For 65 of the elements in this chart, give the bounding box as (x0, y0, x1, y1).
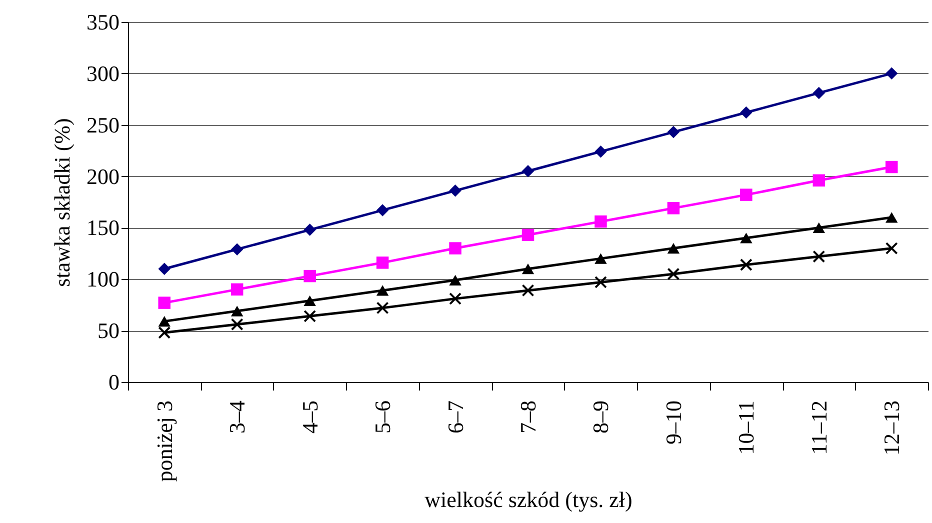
y-tick-label: 150 (86, 215, 120, 240)
y-tick-label: 0 (108, 370, 120, 394)
point (522, 228, 534, 242)
y-tick-label: 100 (86, 266, 120, 292)
point (158, 296, 170, 309)
x-axis-title: wielkość szkód (tys. zł) (424, 486, 632, 512)
point (304, 310, 316, 322)
point (667, 242, 680, 254)
point (449, 242, 462, 254)
point (594, 276, 607, 288)
point (376, 285, 389, 296)
point (812, 86, 826, 100)
x-tick-label: 6–7 (442, 400, 468, 434)
x-tick-label: 5–6 (370, 400, 396, 434)
point (158, 262, 170, 275)
y-axis-title: stawka składki (%) (50, 118, 74, 287)
point (594, 145, 607, 158)
x-tick-label: 12–13 (879, 400, 904, 456)
point (522, 165, 534, 178)
point (230, 306, 244, 316)
x-tick-label: 10–11 (734, 400, 759, 455)
point (667, 202, 680, 214)
x-tick-label: 11–12 (806, 400, 832, 455)
point (449, 184, 462, 197)
x-tick-label: 3–4 (224, 400, 250, 434)
y-tick-label: 250 (86, 112, 120, 138)
point (812, 174, 826, 187)
point (740, 188, 752, 201)
point (304, 270, 316, 282)
point (667, 126, 680, 138)
point (158, 326, 171, 339)
point (158, 316, 170, 327)
point (376, 204, 389, 216)
x-tick-label: poniżej 3 (152, 400, 177, 482)
point (230, 243, 244, 256)
point (594, 253, 607, 264)
y-tick-label: 200 (86, 164, 120, 189)
point (886, 212, 898, 223)
x-tick-label: 4–5 (297, 400, 322, 434)
point (522, 284, 534, 297)
point (376, 256, 389, 269)
point (812, 222, 826, 234)
point (740, 232, 752, 244)
point (886, 160, 898, 174)
point (594, 215, 607, 228)
y-tick-label: 50 (98, 318, 120, 344)
point (376, 302, 389, 314)
y-tick-label: 350 (86, 10, 120, 34)
x-tick-label: 7–8 (516, 400, 540, 434)
point (812, 250, 826, 263)
point (522, 264, 534, 274)
point (740, 258, 752, 271)
point (449, 292, 462, 305)
point (230, 283, 244, 296)
point (304, 224, 316, 236)
x-tick-label: 9–10 (660, 400, 686, 444)
point (449, 274, 462, 286)
point (886, 67, 898, 80)
x-tick-label: 8–9 (588, 400, 614, 434)
point (230, 318, 244, 331)
point (885, 242, 898, 255)
y-tick-label: 300 (86, 60, 120, 86)
point (667, 268, 680, 280)
point (304, 295, 316, 306)
point (740, 106, 752, 119)
